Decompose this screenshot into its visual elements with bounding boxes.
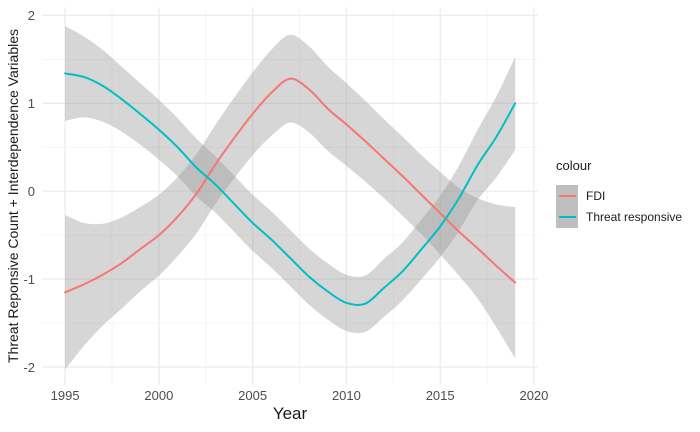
x-tick-label: 2015 (425, 388, 455, 403)
y-tick-label: -1 (23, 271, 35, 287)
x-tick-label: 2000 (144, 388, 174, 403)
threat-responsive-line-sample (558, 216, 576, 219)
y-tick-label: 0 (27, 183, 35, 199)
y-tick-label: 1 (27, 95, 35, 111)
legend-key-fdi (556, 185, 578, 207)
legend-entry-threat-responsive: Threat responsive (556, 206, 683, 228)
legend-title: colour (556, 158, 592, 173)
y-tick-label: 2 (27, 7, 35, 23)
y-tick-label: -2 (23, 359, 35, 375)
fdi-trend-line (64, 77, 517, 294)
legend-label-threat-responsive: Threat responsive (586, 210, 683, 225)
x-tick-label: 1995 (50, 388, 80, 403)
x-tick-label: 2005 (238, 388, 268, 403)
threat-responsive-confidence-band (65, 25, 516, 334)
legend: colour FDI Threat responsive (556, 158, 682, 228)
fdi-line-sample (558, 194, 576, 197)
legend-key-threat-responsive (556, 206, 578, 228)
legend-entry-fdi: FDI (556, 185, 682, 207)
x-tick-label: 2010 (331, 388, 361, 403)
legend-label-fdi: FDI (586, 188, 606, 203)
x-axis-title: Year (272, 404, 308, 423)
x-tick-label: 2020 (519, 388, 549, 403)
legend-keys: FDI Threat responsive (556, 185, 682, 228)
threat-responsive-trend-line (64, 72, 517, 307)
fdi-confidence-band (65, 34, 516, 370)
